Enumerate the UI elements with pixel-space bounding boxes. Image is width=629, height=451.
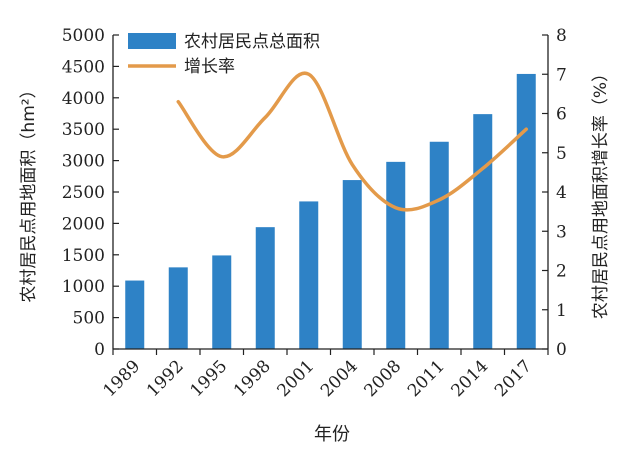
- x-tick-label: 2004: [317, 356, 362, 401]
- y-tick-label-left: 0: [94, 340, 105, 360]
- legend-swatch-bar: [128, 33, 176, 49]
- bar-1995: [212, 255, 232, 349]
- bar-2008: [386, 161, 406, 349]
- bar-2017: [516, 73, 536, 349]
- bar-1998: [255, 227, 275, 349]
- x-tick-label: 2001: [274, 356, 319, 401]
- x-tick-label: 1995: [187, 356, 232, 401]
- y-tick-label-left: 4500: [62, 57, 105, 77]
- x-tick-label: 2014: [448, 356, 493, 401]
- y-tick-label-left: 2500: [62, 183, 105, 203]
- y-tick-label-right: 6: [556, 105, 567, 125]
- y-tick-label-right: 7: [556, 65, 567, 85]
- bar-2014: [473, 114, 493, 350]
- x-tick-label: 1989: [100, 356, 145, 401]
- y-tick-label-right: 3: [556, 222, 567, 242]
- y-tick-label-right: 4: [556, 183, 567, 203]
- y-tick-label-left: 4000: [62, 89, 105, 109]
- y-tick-label-left: 500: [73, 309, 105, 329]
- bar-2011: [429, 141, 449, 349]
- y-tick-label-left: 1500: [62, 246, 105, 266]
- x-tick-label: 2008: [361, 356, 406, 401]
- bar-1992: [168, 267, 188, 349]
- x-tick-label: 1998: [230, 356, 275, 401]
- x-tick-label: 2011: [404, 356, 449, 401]
- y-tick-label-left: 3500: [62, 120, 105, 140]
- y-tick-label-right: 5: [556, 144, 567, 164]
- legend: 农村居民点总面积 增长率: [128, 32, 320, 77]
- bar-2004: [342, 180, 362, 349]
- y-axis-label-left: 农村居民点用地面积（hm²）: [19, 81, 39, 302]
- y-tick-label-left: 1000: [62, 277, 105, 297]
- legend-label-bar: 农村居民点总面积: [184, 32, 320, 52]
- x-tick-label: 2017: [491, 356, 536, 401]
- growth-rate-line: [176, 71, 528, 212]
- y-tick-label-right: 0: [556, 340, 567, 360]
- legend-label-line: 增长率: [184, 57, 235, 77]
- bar-2001: [299, 201, 319, 349]
- y-tick-label-right: 2: [556, 262, 567, 282]
- bar-1989: [125, 280, 145, 349]
- y-tick-label-right: 1: [556, 301, 567, 321]
- y-tick-label-left: 2000: [62, 214, 105, 234]
- y-tick-label-left: 3000: [62, 152, 105, 172]
- x-axis-label: 年份: [314, 424, 350, 445]
- x-tick-label: 1992: [143, 356, 188, 401]
- line-series-layer: [176, 71, 528, 212]
- axes: [112, 34, 549, 355]
- y-tick-label-left: 5000: [62, 26, 105, 46]
- y-axis-label-right: 农村居民点用地面积增长率（%）: [591, 65, 611, 319]
- y-tick-label-right: 8: [556, 26, 567, 46]
